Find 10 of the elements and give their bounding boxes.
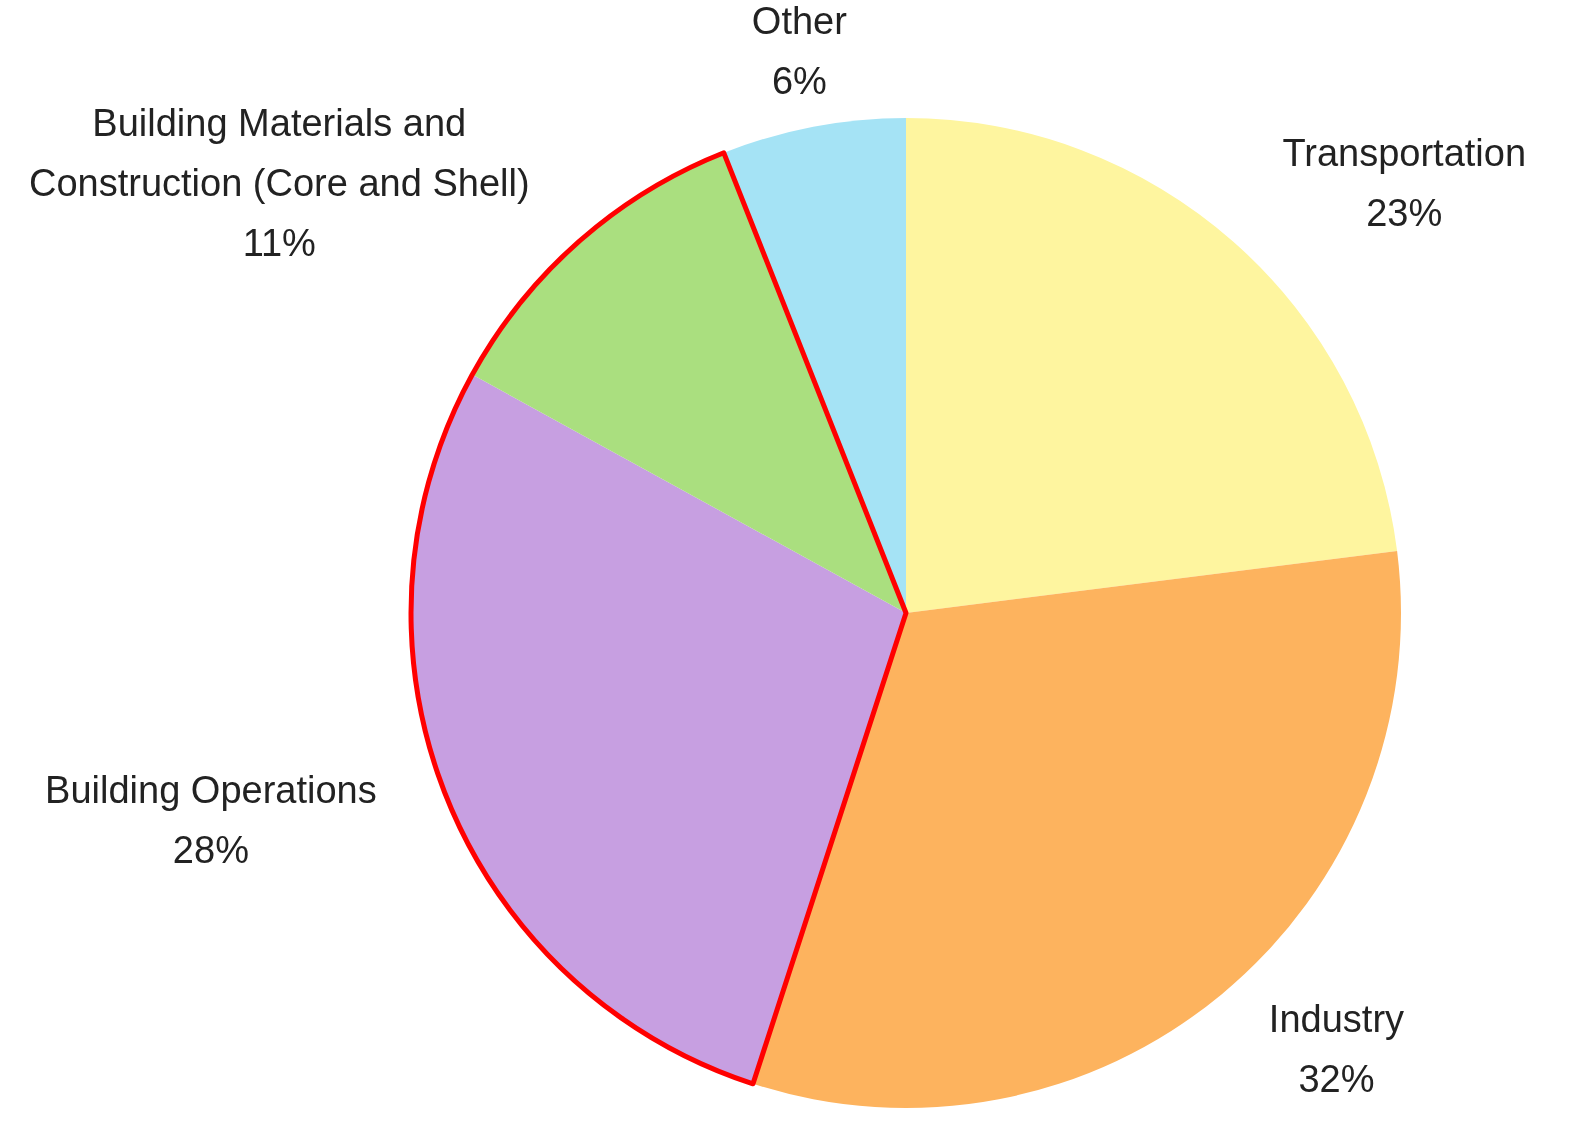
data-label: 6% — [771, 60, 827, 103]
slice-label: Building Materials and Construction (Core and Shell) — [28, 102, 530, 205]
data-label: 32% — [1298, 1058, 1375, 1101]
data-label: 23% — [1366, 192, 1443, 235]
slice-label: Transportation — [1282, 132, 1527, 175]
slice-label: Other — [751, 0, 848, 43]
data-label: 28% — [172, 829, 249, 872]
slice-label: Industry — [1268, 998, 1405, 1041]
data-label: 11% — [242, 222, 316, 265]
slice-label: Building Operations — [45, 769, 377, 812]
